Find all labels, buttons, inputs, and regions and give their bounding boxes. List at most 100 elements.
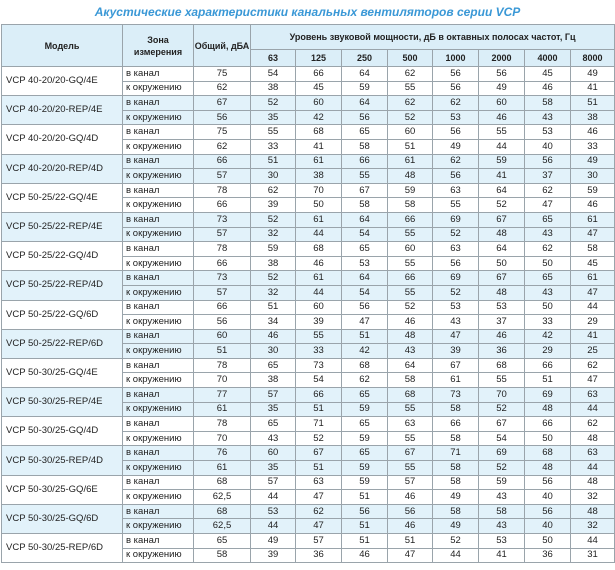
band-cell: 46 [478,109,525,126]
band-cell: 38 [250,80,296,97]
band-cell: 59 [478,474,525,491]
band-cell: 49 [432,489,479,505]
band-cell: 53 [250,503,296,520]
band-cell: 61 [295,153,342,170]
band-cell: 55 [250,124,296,140]
band-cell: 60 [387,124,433,140]
total-cell: 62 [193,80,251,97]
table-row: VCP 50-30/25-GQ/6E в канал 68 57 63 59 57 58 59 5… [1,474,615,505]
table-row: к окружению 57 32 44 54 55 52 48 43 47 [2,284,615,301]
band-cell: 25 [569,343,615,359]
band-cell: 35 [250,109,296,126]
band-cell: 52 [250,95,296,111]
total-cell: 78 [193,182,251,199]
header-band: 250 [341,49,388,67]
band-cell: 45 [295,80,342,97]
band-cell: 64 [341,211,388,228]
band-cell: 51 [295,401,342,418]
band-cell: 45 [569,255,615,272]
band-cell: 60 [295,299,342,316]
table-row: VCP 50-30/25-GQ/4D в канал 78 65 71 65 63 66 67 6… [1,416,615,447]
zone-cell: к окружению [122,430,194,447]
zone-cell: к окружению [122,226,194,243]
band-cell: 40 [524,138,571,155]
band-cell: 35 [250,401,296,418]
table-row: VCP 50-25/22-GQ/4D в канал 78 59 68 65 60 63 64 6… [1,241,615,272]
band-cell: 63 [295,474,342,491]
band-cell: 58 [432,401,479,418]
band-cell: 42 [341,343,388,359]
table-row: к окружению 56 34 39 47 46 43 37 33 29 [2,314,615,330]
band-cell: 46 [387,314,433,330]
table-row: VCP 50-30/25-REP/6D в канал 65 49 57 51 51 52 53… [1,532,615,564]
band-cell: 45 [524,66,571,82]
zone-cell: к окружению [122,255,194,272]
table-row: VCP 50-25/22-REP/6D в канал 60 46 55 51 48 47 46… [1,328,615,359]
table-row: VCP 50-25/22-GQ/6D в канал 66 51 60 56 52 53 53 5… [1,299,615,330]
band-cell: 69 [432,211,479,228]
band-cell: 52 [478,197,525,213]
header-zone: Зона измерения [122,24,194,67]
band-cell: 52 [387,299,433,316]
band-cell: 46 [250,328,296,345]
header-band-group: Уровень звуковой мощности, дБ в октавных… [249,24,615,50]
band-cell: 66 [432,416,479,432]
band-cell: 47 [569,284,615,301]
band-cell: 35 [250,460,296,476]
header-band: 63 [250,49,296,67]
model-cell: VCP 50-25/22-GQ/4E [1,182,123,213]
band-cell: 44 [250,518,296,534]
total-cell: 57 [193,226,251,243]
table-row: к окружению 61 35 51 59 55 58 52 48 44 [2,401,615,418]
band-cell: 62 [569,416,615,432]
band-cell: 48 [569,430,615,447]
table-row: к окружению 57 30 38 55 48 56 41 37 30 [2,168,615,184]
table-row: VCP 50-30/25-REP/4D в канал 76 60 67 65 67 71 69… [1,445,615,476]
band-cell: 61 [295,211,342,228]
total-cell: 78 [193,357,251,374]
band-cell: 44 [295,284,342,301]
band-cell: 53 [524,124,571,140]
band-cell: 43 [432,314,479,330]
band-cell: 54 [341,284,388,301]
total-cell: 66 [193,197,251,213]
band-cell: 59 [341,80,388,97]
header-total: Общий, дБА [193,24,251,67]
band-cell: 62 [250,182,296,199]
band-cell: 68 [341,357,388,374]
band-cell: 63 [432,241,479,257]
band-cell: 47 [432,328,479,345]
zone-cell: к окружению [122,547,194,564]
band-cell: 44 [432,547,479,564]
band-cell: 64 [478,182,525,199]
band-cell: 56 [478,66,525,82]
zone-cell: в канал [122,328,194,345]
band-cell: 73 [432,387,479,403]
band-cell: 44 [295,226,342,243]
total-cell: 61 [193,460,251,476]
band-cell: 44 [569,533,615,549]
band-cell: 52 [387,109,433,126]
table-row: VCP 50-30/25-REP/4E в канал 77 57 66 65 68 73 70… [1,387,615,418]
band-cell: 59 [387,182,433,199]
band-cell: 52 [432,533,479,549]
band-cell: 52 [250,211,296,228]
band-cell: 59 [478,153,525,170]
band-cell: 58 [432,460,479,476]
table-body: VCP 40-20/20-GQ/4E в канал 75 54 66 64 62 56 56 4… [1,65,615,564]
total-cell: 61 [193,401,251,418]
band-cell: 51 [250,299,296,316]
zone-cell: к окружению [122,343,194,359]
zone-cell: к окружению [122,168,194,184]
band-cell: 55 [387,460,433,476]
total-cell: 57 [193,284,251,301]
total-cell: 56 [193,109,251,126]
band-cell: 68 [295,124,342,140]
band-cell: 57 [387,474,433,491]
zone-cell: в канал [122,153,194,170]
band-cell: 66 [295,387,342,403]
model-cell: VCP 50-30/25-REP/6D [1,532,123,564]
band-cell: 58 [432,430,479,447]
zone-cell: в канал [122,124,194,140]
band-cell: 69 [524,387,571,403]
